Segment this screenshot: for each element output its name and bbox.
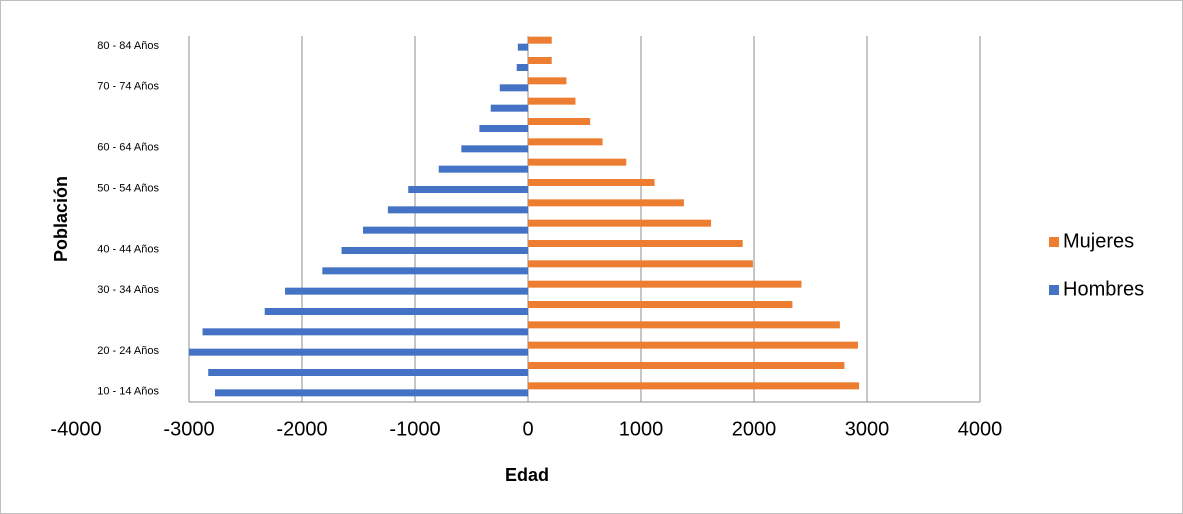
bar [528,321,840,329]
legend-label: Hombres [1063,278,1144,300]
y-tick-label: 70 - 74 Años [97,81,159,93]
bar [528,118,591,125]
bar [528,57,552,64]
bar [528,260,753,268]
bar [264,308,528,315]
bar [528,199,684,207]
legend-swatch [1049,285,1059,295]
bar [461,145,528,153]
x-tick-label: -1000 [389,418,440,440]
bar [517,43,528,51]
x-tick-label: -2000 [276,418,327,440]
x-tick-label: 3000 [845,418,890,440]
x-axis-label: Edad [505,465,549,485]
bar [528,362,845,369]
bar [479,125,528,132]
y-tick-label: 50 - 54 Años [97,182,159,194]
y-axis-label: Población [51,176,71,262]
x-tick-label: 1000 [619,418,664,440]
bar [528,301,793,308]
bar [528,382,860,390]
bar [490,104,528,112]
bar [528,240,743,247]
x-tick-label: -3000 [163,418,214,440]
bar [528,97,576,105]
bar [528,138,603,146]
x-tick-label: 4000 [958,418,1003,440]
bar [322,267,528,275]
bar [528,158,627,166]
bar [363,226,528,234]
bar [214,389,529,397]
y-tick-label: 40 - 44 Años [97,243,159,255]
y-tick-label: 80 - 84 Años [97,40,159,52]
bar [528,341,858,349]
legend-label: Mujeres [1063,230,1134,252]
y-tick-label: 30 - 34 Años [97,284,159,296]
bar [528,77,567,85]
bar [202,328,528,336]
bar [408,186,528,193]
bar [438,165,528,173]
y-tick-label: 10 - 14 Años [97,386,159,398]
x-tick-label: -4000 [50,418,101,440]
bar [499,84,528,92]
y-tick-label: 60 - 64 Años [97,142,159,154]
x-tick-label: 2000 [732,418,777,440]
bar [341,247,528,254]
bar [528,219,712,227]
bar [528,179,655,186]
y-tick-label: 20 - 24 Años [97,345,159,357]
bar [208,369,528,376]
bar [387,206,528,214]
bar [528,280,802,288]
legend-swatch [1049,237,1059,247]
x-tick-label: 0 [522,418,533,440]
bar [285,287,528,295]
bar [516,64,528,71]
bar [189,348,528,356]
bar [528,36,552,44]
